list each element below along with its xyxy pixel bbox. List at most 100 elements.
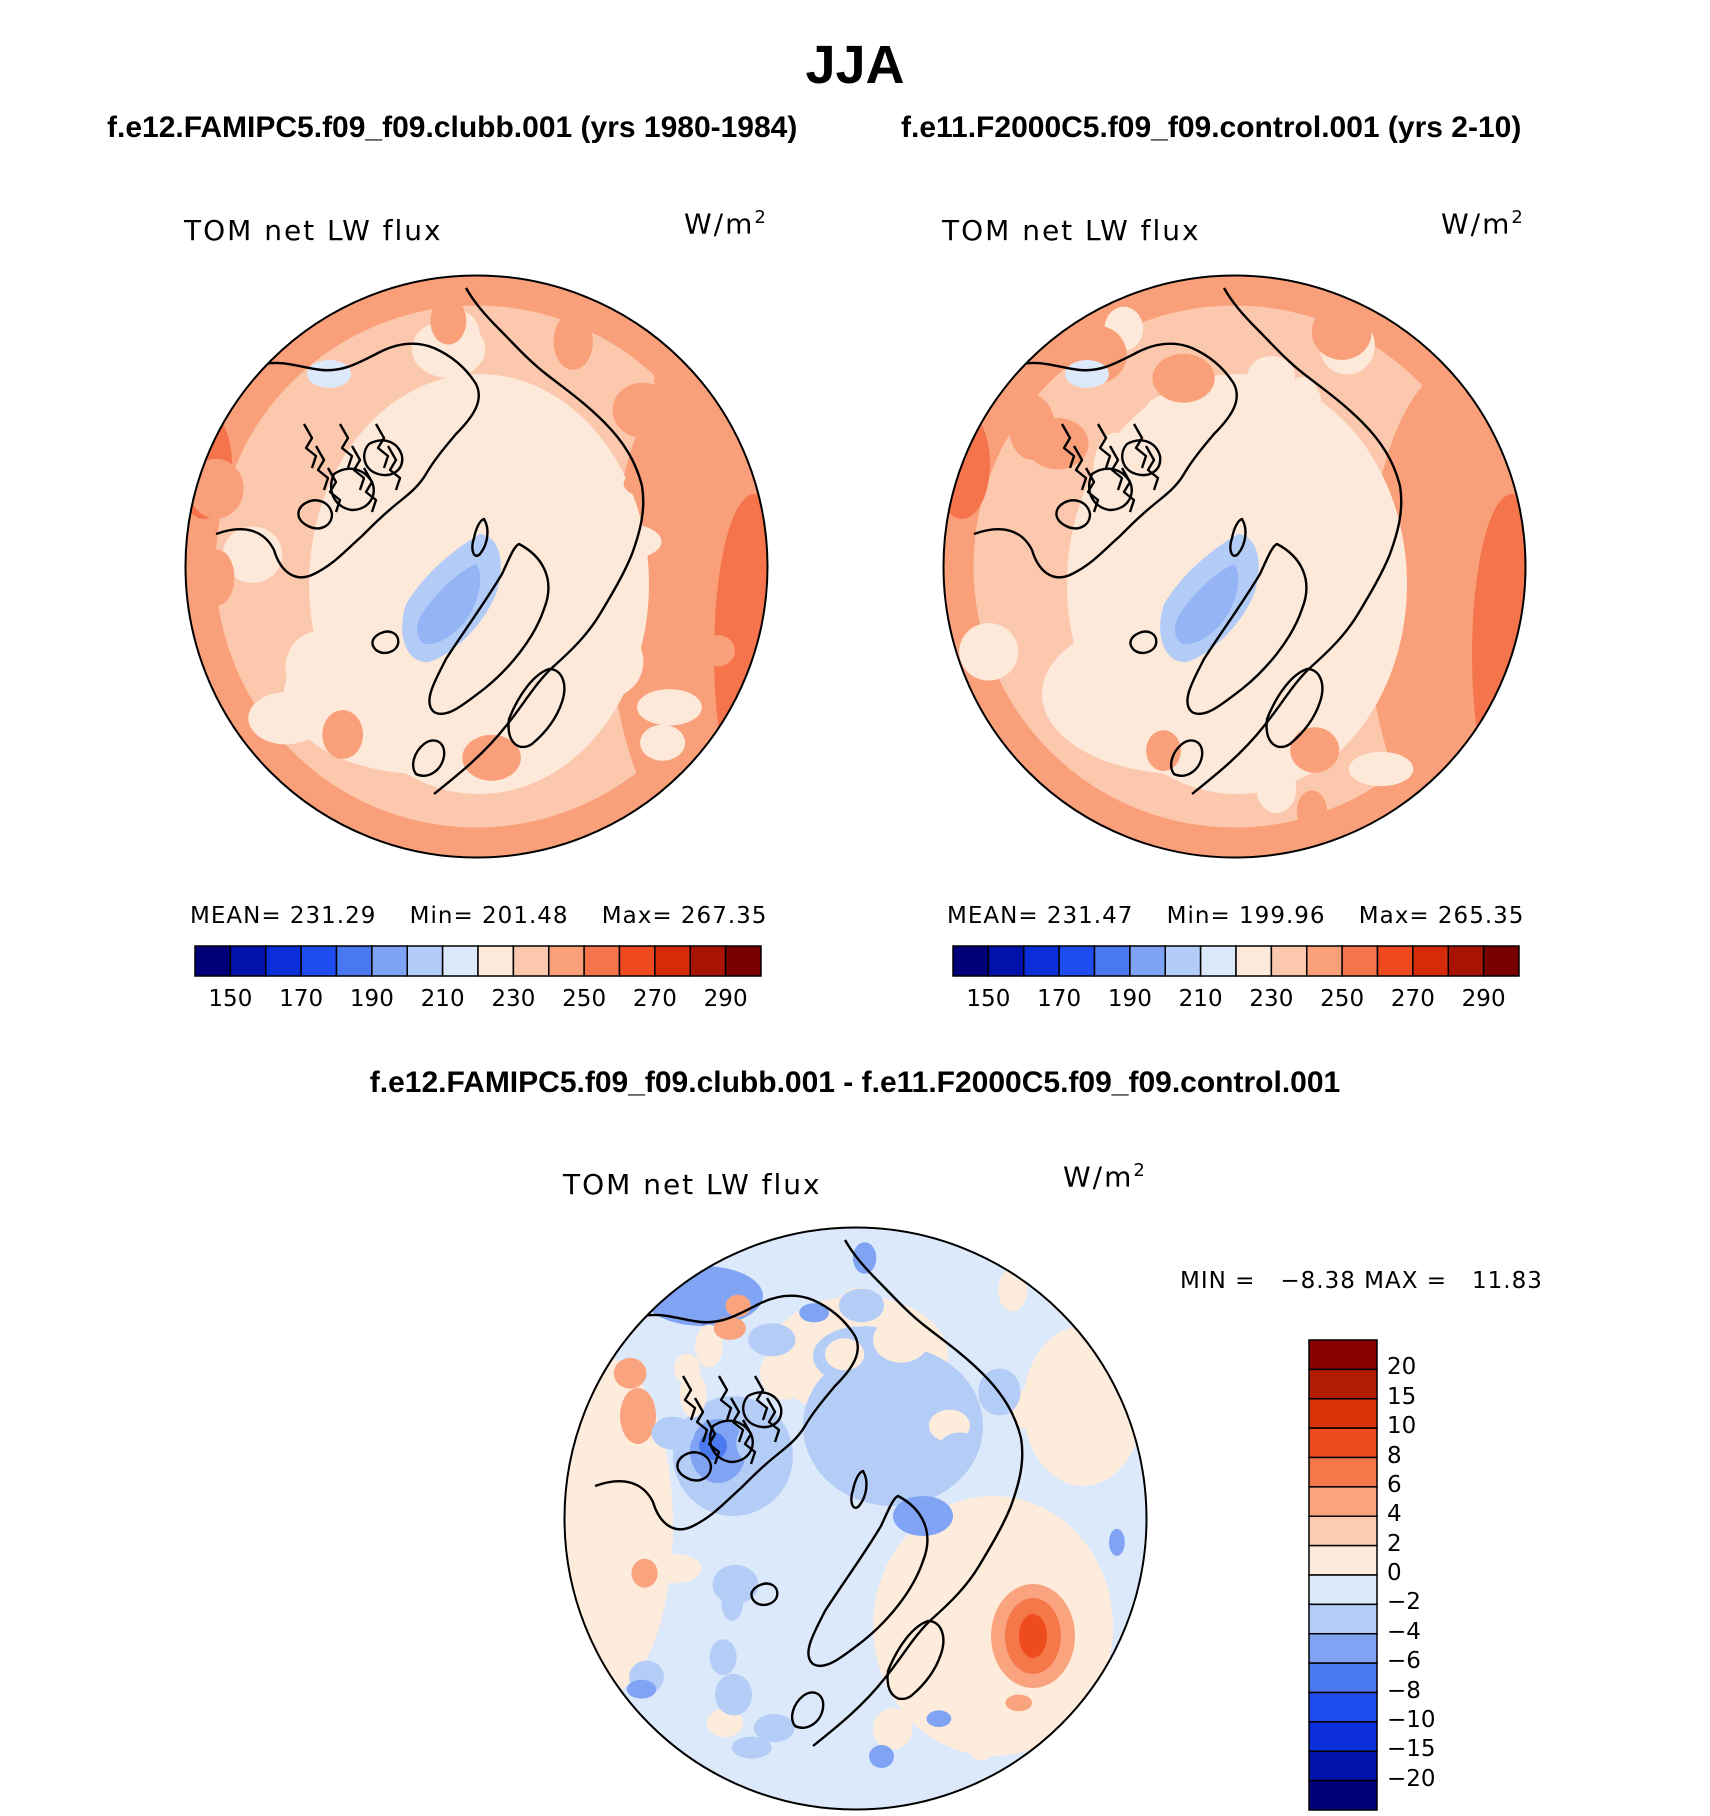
colorbar-tick-label: 250 [562, 986, 607, 1012]
field-patch [248, 692, 324, 745]
colorbar-swatch [1308, 1721, 1378, 1752]
colorbar-tick-label: 15 [1387, 1383, 1417, 1410]
colorbar-tick-label: 250 [1320, 986, 1365, 1012]
field-patch [1041, 1355, 1070, 1390]
colorbar-swatch [952, 945, 990, 977]
coastline [314, 445, 330, 491]
coastline [594, 1294, 859, 1531]
field-patch [1062, 673, 1127, 747]
coastline [363, 439, 404, 477]
panel2-colorbar [952, 945, 1520, 977]
colorbar-swatch [1129, 945, 1166, 977]
colorbar-tick-label: 170 [279, 986, 324, 1012]
coastline [717, 1375, 733, 1421]
field-patch [589, 523, 662, 560]
colorbar-swatch [441, 945, 479, 977]
coastline [412, 739, 446, 777]
field-patch [1323, 672, 1376, 720]
colorbar-swatch [1447, 945, 1485, 977]
panel1-colorbar [194, 945, 762, 977]
colorbar-swatch [265, 945, 302, 977]
coastline [741, 1419, 757, 1465]
panel2-colorbar-ticks: 150 170 190 210 230 250 270 290 [953, 986, 1519, 1016]
colorbar-swatch [1023, 945, 1060, 977]
colorbar-tick-label: 270 [1390, 986, 1435, 1012]
colorbar-tick-label: 230 [491, 986, 536, 1012]
field-cool [643, 1266, 763, 1326]
field-patch [721, 1584, 743, 1621]
coastline [973, 342, 1238, 579]
field-cool-patch [307, 360, 351, 388]
field-patch [649, 1554, 702, 1584]
field-warm [620, 1388, 656, 1444]
coastline [433, 287, 645, 795]
panel1-polar-map [184, 274, 769, 859]
coastline [1186, 542, 1308, 715]
coastline [362, 467, 378, 513]
coastline [681, 1375, 697, 1421]
panel2-case-title: f.e11.F2000C5.f09_f09.control.001 (yrs 2… [901, 111, 1522, 144]
panel2-units-label: W/m2 [1441, 207, 1525, 241]
field-patch [715, 1673, 753, 1716]
field-patch [200, 549, 235, 606]
field-patch [1406, 702, 1446, 768]
colorbar-swatch [1308, 1779, 1378, 1811]
colorbar-tick-label: 210 [420, 986, 465, 1012]
coastline [1072, 445, 1088, 491]
coastline [1132, 423, 1148, 469]
coastline [807, 1494, 929, 1667]
field-patch [799, 1303, 829, 1323]
field-patch [731, 1736, 772, 1759]
panel1-units-label: W/m2 [684, 207, 768, 241]
colorbar-swatch [1412, 945, 1449, 977]
panel2-stats: MEAN= 231.47 Min= 199.96 Max= 265.35 [947, 903, 1525, 929]
field-patch [626, 1679, 657, 1699]
coastline [676, 1451, 713, 1482]
colorbar-tick-label: −15 [1387, 1736, 1436, 1763]
field-patch [1256, 764, 1297, 814]
colorbar-swatch [1308, 1486, 1378, 1517]
field-patch [1152, 353, 1215, 403]
colorbar-swatch [1308, 1750, 1378, 1782]
field-patch [713, 1316, 746, 1340]
colorbar-swatch [1308, 1633, 1378, 1664]
panel1-colorbar-ticks: 150 170 190 210 230 250 270 290 [195, 986, 761, 1016]
field-patch [1213, 716, 1292, 755]
field-patch [736, 1422, 773, 1464]
colorbar-tick-label: 6 [1387, 1471, 1402, 1498]
coastline [1096, 423, 1112, 469]
diff-stats: MIN = −8.38 MAX = 11.83 [1180, 1268, 1543, 1294]
colorbar-tick-label: 290 [703, 986, 748, 1012]
coastline [753, 1375, 769, 1421]
coastline [705, 1419, 721, 1465]
coastline [1060, 423, 1076, 469]
colorbar-swatch [1308, 1691, 1378, 1723]
colorbar-tick-label: −20 [1387, 1765, 1436, 1792]
colorbar-tick-label: 150 [208, 986, 253, 1012]
field-patch [307, 645, 351, 710]
coastline [371, 630, 400, 655]
colorbar-tick-label: −6 [1387, 1648, 1421, 1675]
coastline [428, 542, 550, 715]
colorbar-swatch [987, 945, 1025, 977]
panel1-variable-label: TOM net LW flux [184, 214, 443, 247]
colorbar-swatch [1376, 945, 1414, 977]
field-patch [613, 1357, 647, 1389]
coastline [1144, 445, 1160, 491]
colorbar-tick-label: 190 [1107, 986, 1152, 1012]
colorbar-swatch [1308, 1456, 1378, 1488]
coastline [693, 1397, 709, 1443]
field-cool-patch [1065, 360, 1109, 388]
coastline [326, 467, 342, 513]
field-cool [893, 1496, 953, 1536]
colorbar-swatch [512, 945, 550, 977]
field-warm [1023, 1326, 1143, 1486]
coastline [1120, 467, 1136, 513]
field-patch [1290, 727, 1340, 773]
field-patch [760, 1346, 810, 1400]
colorbar-swatch [1308, 1398, 1378, 1429]
coastline [1170, 739, 1204, 777]
map-outline [563, 1226, 1148, 1811]
colorbar-swatch [618, 945, 656, 977]
colorbar-swatch [724, 945, 762, 977]
